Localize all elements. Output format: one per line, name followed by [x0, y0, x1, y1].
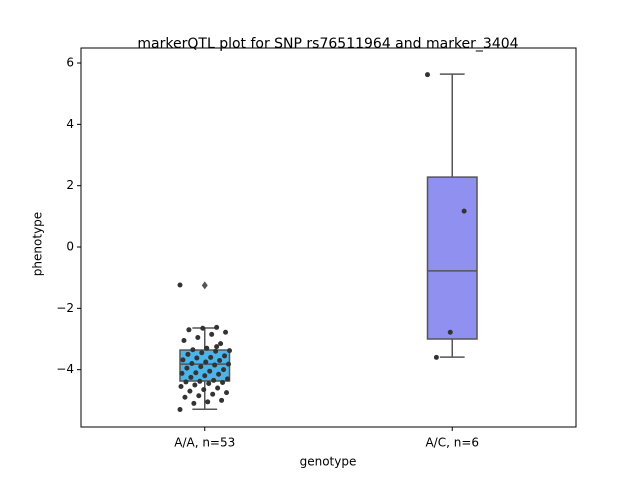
point — [227, 348, 232, 354]
point — [195, 334, 201, 340]
point — [177, 282, 183, 288]
point — [189, 361, 195, 367]
point — [225, 376, 231, 382]
point — [186, 327, 192, 333]
point — [221, 367, 227, 373]
point — [201, 387, 207, 393]
point — [200, 325, 206, 331]
point — [219, 397, 225, 403]
point — [185, 351, 191, 357]
point — [208, 354, 214, 360]
point — [192, 382, 198, 388]
point — [461, 208, 467, 214]
point — [188, 374, 194, 380]
y-tick-label: 4 — [66, 117, 74, 131]
y-tick-label: 2 — [66, 178, 74, 192]
y-axis-label: phenotype — [31, 212, 45, 276]
point — [447, 329, 453, 335]
point — [220, 380, 226, 386]
y-tick-label: 0 — [66, 240, 74, 254]
point — [207, 368, 213, 374]
point — [199, 350, 205, 356]
point — [204, 345, 210, 351]
point — [203, 359, 209, 365]
point — [187, 388, 193, 394]
x-axis-label: genotype — [300, 455, 357, 469]
point — [210, 391, 216, 397]
point — [193, 370, 199, 376]
point — [222, 353, 228, 359]
plot-frame — [80, 47, 577, 428]
y-tick-label: −4 — [56, 362, 74, 376]
point — [198, 364, 204, 370]
box — [426, 176, 478, 340]
point — [211, 377, 217, 383]
point — [226, 361, 232, 367]
point — [215, 385, 221, 391]
point — [191, 400, 197, 406]
point — [179, 370, 185, 376]
x-tick-label: A/A, n=53 — [174, 436, 235, 450]
point — [196, 393, 202, 399]
point — [178, 384, 184, 390]
point — [206, 380, 212, 386]
point — [214, 324, 220, 330]
point — [209, 331, 215, 337]
point — [213, 348, 219, 354]
point — [205, 399, 211, 405]
point — [181, 338, 187, 344]
point — [184, 365, 190, 371]
y-tick-label: 6 — [66, 56, 74, 70]
flier — [201, 281, 208, 290]
point — [190, 347, 196, 353]
point — [217, 357, 223, 363]
point — [425, 72, 430, 78]
point — [224, 390, 230, 396]
point — [183, 379, 189, 385]
point — [218, 341, 224, 347]
point — [214, 344, 220, 350]
y-tick-label: −2 — [56, 301, 74, 315]
chart-title: markerQTL plot for SNP rs76511964 and ma… — [137, 36, 518, 52]
point — [197, 378, 203, 384]
point — [182, 394, 188, 400]
point — [180, 357, 186, 363]
point — [177, 407, 183, 413]
point — [223, 329, 229, 335]
point — [216, 371, 222, 377]
point — [202, 373, 208, 379]
point — [194, 355, 200, 361]
point — [433, 354, 439, 360]
x-tick-label: A/C, n=6 — [425, 436, 479, 450]
point — [212, 362, 218, 368]
